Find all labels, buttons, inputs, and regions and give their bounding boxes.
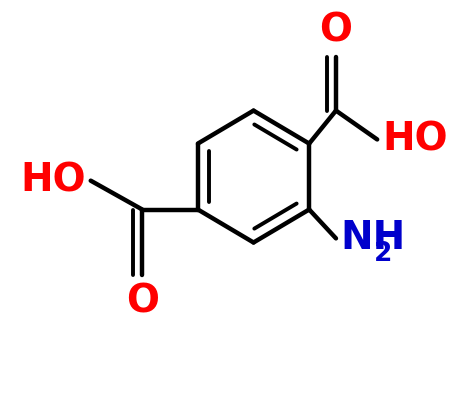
Text: 2: 2 xyxy=(374,241,392,267)
Text: O: O xyxy=(126,283,159,321)
Text: HO: HO xyxy=(20,162,86,200)
Text: NH: NH xyxy=(340,219,405,257)
Text: O: O xyxy=(319,12,352,50)
Text: HO: HO xyxy=(382,121,448,158)
